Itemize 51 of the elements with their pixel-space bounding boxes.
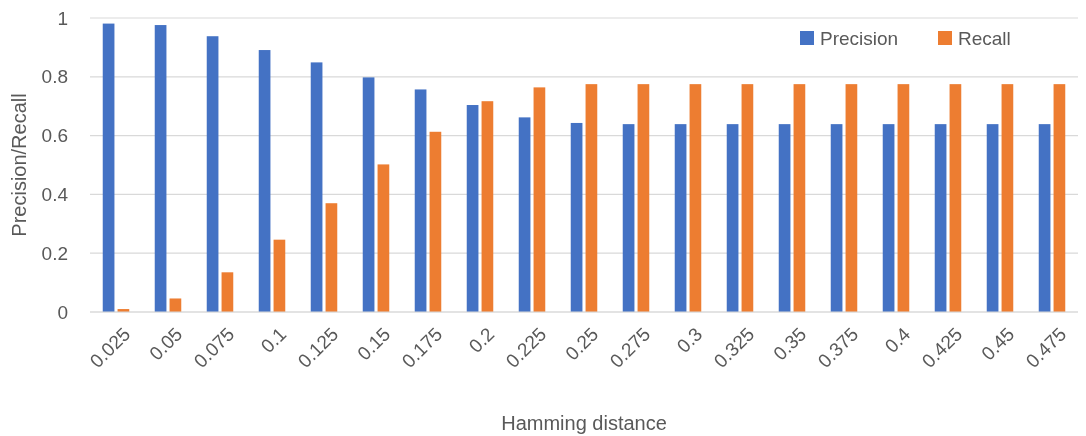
bar [258,50,271,312]
bar [897,84,910,312]
legend-label: Recall [958,27,1011,49]
bar [362,77,375,312]
x-tick-label: 0.1 [256,323,291,357]
bar [221,272,234,312]
bar [429,131,442,312]
bar [533,87,546,312]
bar [169,298,182,312]
x-tick-label: 0.4 [880,323,915,357]
x-tick-label: 0.3 [672,323,707,357]
bar [466,105,479,312]
bar [1001,84,1014,312]
bar [778,124,791,312]
bar [986,124,999,312]
legend-label: Precision [820,27,899,49]
bar [377,164,390,312]
bar [102,23,115,312]
bar [845,84,858,312]
bar [310,62,323,312]
bar [154,25,167,312]
bar [1053,84,1066,312]
bar [934,124,947,312]
bar [414,89,427,312]
bar [1038,124,1051,312]
y-tick-label: 1 [57,7,68,29]
bar [689,84,702,312]
bar [206,36,219,312]
bar [622,124,635,312]
bar [949,84,962,312]
y-tick-label: 0 [57,301,68,323]
bar [325,203,338,312]
y-tick-label: 0.2 [41,242,68,264]
bar [585,84,598,312]
x-axis-title: Hamming distance [501,412,667,434]
bar [273,239,286,312]
y-tick-label: 0.4 [41,184,69,206]
bar [637,84,650,312]
bar [674,124,687,312]
bar [570,122,583,312]
x-tick-label: 0.2 [464,323,499,357]
bar [830,124,843,312]
y-tick-label: 0.6 [41,125,68,147]
y-axis-title: Precision/Recall [8,93,30,237]
bar [882,124,895,312]
bar [741,84,754,312]
y-tick-label: 0.8 [41,66,68,88]
bar [481,101,494,312]
bar [793,84,806,312]
bar [726,124,739,312]
bar [518,117,531,312]
